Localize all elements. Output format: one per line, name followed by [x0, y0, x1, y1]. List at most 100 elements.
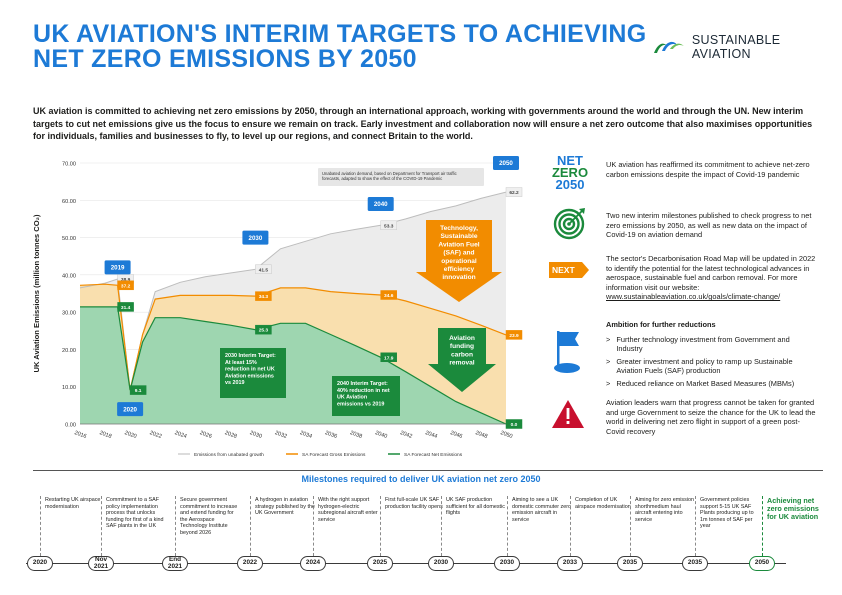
legend-label: SA Forecast Net Emissions — [404, 452, 463, 458]
milestone-connector — [570, 496, 571, 556]
ambition-bullet-1: > Further technology investment from Gove… — [606, 335, 816, 354]
next-sign-icon: NEXT — [549, 262, 589, 278]
data-label: 0.0 — [511, 422, 518, 428]
year-badge-box — [104, 260, 131, 275]
data-label-box — [380, 220, 397, 231]
data-label: 9.1 — [135, 388, 142, 394]
milestone-connector — [630, 496, 631, 556]
intro-paragraph: UK aviation is committed to achieving ne… — [33, 106, 813, 141]
chart-note-box — [318, 168, 484, 186]
milestone-connector — [441, 496, 442, 556]
data-label-box — [255, 291, 272, 301]
timeline-axis — [26, 563, 786, 564]
year-badge-box — [493, 156, 519, 170]
milestone-connector — [380, 496, 381, 556]
milestone-year: 2035 — [682, 556, 708, 571]
x-tick-label: 2022 — [149, 430, 163, 440]
side-item-net-zero: NET ZERO 2050 UK aviation has reaffirmed… — [545, 153, 815, 195]
x-tick-label: 2034 — [299, 430, 313, 440]
title-line-1: UK AVIATION'S INTERIM TARGETS TO ACHIEVI… — [33, 20, 647, 48]
brand-name: SUSTAINABLE AVIATION — [691, 33, 781, 61]
data-label: 37.2 — [121, 283, 131, 289]
unabated-growth-area — [80, 192, 506, 391]
y-tick-label: 20.00 — [62, 348, 76, 354]
data-label-box — [505, 330, 523, 340]
data-label: 62.2 — [509, 190, 519, 196]
data-label: 38.9 — [121, 277, 131, 283]
data-label-box — [117, 302, 134, 312]
net-zero-line-2: ZERO — [551, 165, 589, 180]
target-2030-text: 2030 Interim Target: At least 15% reductio… — [225, 353, 276, 386]
ambition-bullet-2: > Greater investment and policy to ramp u… — [606, 357, 816, 376]
x-tick-label: 2048 — [474, 430, 488, 440]
bullet-marker: > — [606, 356, 611, 366]
ambition-title: Ambition for further reductions — [606, 320, 716, 329]
data-label-box — [117, 280, 134, 291]
technology-arrow-text: Technology, Sustainable Aviation Fuel (SAF)… — [438, 225, 479, 281]
year-badge: 2030 — [249, 235, 263, 242]
x-tick-label: 2024 — [174, 430, 188, 440]
target-icon — [553, 208, 585, 240]
x-tick-label: 2028 — [224, 430, 238, 440]
side-paragraph-5: Aviation leaders warn that progress cann… — [606, 398, 816, 436]
bullet-marker: > — [606, 334, 611, 344]
milestone-connector — [695, 496, 696, 556]
y-tick-label: 0.00 — [65, 423, 76, 429]
x-tick-label: 2042 — [399, 430, 413, 440]
data-label: 23.9 — [509, 333, 519, 339]
bullet-marker: > — [606, 378, 611, 388]
milestone-connector — [762, 496, 763, 556]
gross-emissions-area — [80, 284, 506, 424]
next-sign-label: NEXT — [552, 265, 575, 275]
warning-icon — [552, 400, 584, 428]
flag-icon — [554, 331, 580, 373]
milestone-text: A hydrogen in aviation strategy publishe… — [255, 497, 315, 517]
milestone-text: First full-scale UK SAF production facil… — [385, 497, 443, 510]
year-badge-box — [242, 230, 269, 245]
data-label: 34.3 — [259, 294, 269, 300]
milestone-text: Achieving net zero emissions for UK avia… — [767, 496, 819, 522]
data-label: 53.3 — [384, 223, 394, 229]
milestone-year: 2024 — [300, 556, 326, 571]
year-badge: 2019 — [111, 265, 125, 272]
milestone-text: Commitment to a SAF policy implementatio… — [106, 497, 164, 530]
data-label-box — [505, 187, 523, 197]
side-item-milestones: Two new interim milestones published to … — [545, 206, 815, 246]
ambition-bullet-text: Greater investment and policy to ramp up… — [616, 356, 793, 376]
data-label: 41.5 — [259, 267, 269, 273]
side-paragraph-1: UK aviation has reaffirmed its commitmen… — [606, 160, 810, 179]
milestone-year: 2050 — [749, 556, 775, 571]
milestone-connector — [101, 496, 102, 556]
technology-arrow — [416, 220, 502, 302]
milestone-year: Nov 2021 — [88, 556, 114, 571]
website-link[interactable]: www.sustainableaviation.co.uk/goals/clim… — [606, 292, 781, 302]
y-tick-label: 70.00 — [62, 162, 76, 168]
milestone-text: Secure government commitment to increase… — [180, 497, 238, 536]
data-label-box — [505, 419, 523, 429]
brand-logo: SUSTAINABLE AVIATION — [652, 33, 842, 61]
data-label: 31.4 — [121, 305, 131, 311]
milestone-text: With the right support hydrogen-electric… — [318, 497, 378, 523]
ambition-bullet-text: Further technology investment from Gover… — [616, 334, 790, 354]
milestone-year: 2030 — [428, 556, 454, 571]
side-paragraph-2: Two new interim milestones published to … — [606, 211, 812, 240]
data-label-box — [380, 352, 397, 363]
target-2040-text: 2040 Interim Target: 40% reduction in net… — [337, 381, 390, 407]
net-zero-line-1: NET — [557, 153, 583, 168]
data-label-box — [129, 385, 147, 395]
milestone-year: End 2021 — [162, 556, 188, 571]
net-zero-2050-badge: NET ZERO 2050 — [550, 153, 590, 192]
net-zero-line-3: 2050 — [555, 177, 585, 192]
y-axis-label: UK Aviation Emissions (million tonnes CO… — [32, 214, 41, 373]
milestones-title: Milestones required to deliver UK aviati… — [301, 474, 541, 484]
milestone-text: Aiming to see a UK domestic commuter zer… — [512, 497, 572, 523]
x-tick-label: 2050 — [499, 430, 513, 440]
milestone-connector — [40, 496, 41, 556]
sustainable-aviation-logo-icon — [653, 41, 684, 53]
x-tick-label: 2040 — [374, 430, 388, 440]
milestone-connector — [507, 496, 508, 556]
title-line-2: NET ZERO EMISSIONS BY 2050 — [33, 45, 417, 73]
year-badge: 2040 — [374, 201, 388, 208]
x-tick-label: 2016 — [73, 430, 87, 440]
x-tick-label: 2036 — [324, 430, 338, 440]
